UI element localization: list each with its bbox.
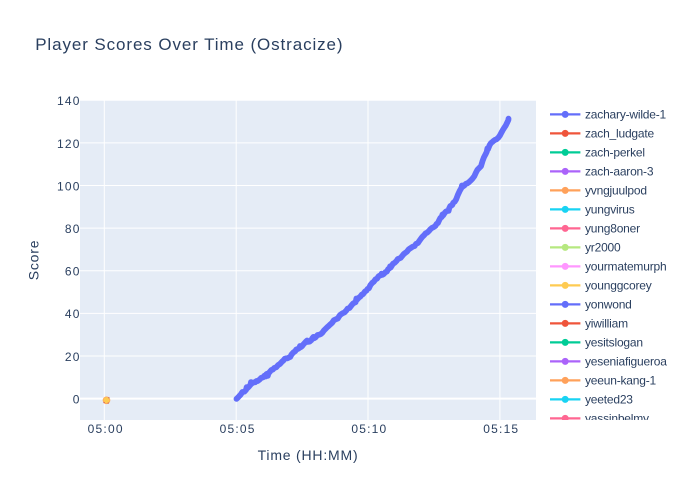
svg-text:yiwilliam: yiwilliam bbox=[585, 317, 628, 331]
svg-text:05:10: 05:10 bbox=[351, 422, 387, 436]
svg-text:yesitslogan: yesitslogan bbox=[585, 336, 643, 350]
svg-text:120: 120 bbox=[57, 137, 81, 151]
svg-text:20: 20 bbox=[65, 350, 81, 364]
svg-text:yeeted23: yeeted23 bbox=[585, 393, 633, 407]
svg-text:Score: Score bbox=[26, 240, 42, 281]
svg-text:100: 100 bbox=[57, 179, 81, 193]
svg-text:Time (HH:MM): Time (HH:MM) bbox=[258, 447, 359, 463]
svg-text:yonwond: yonwond bbox=[585, 298, 632, 312]
svg-text:80: 80 bbox=[65, 222, 81, 236]
svg-text:40: 40 bbox=[65, 307, 81, 321]
svg-text:140: 140 bbox=[57, 94, 81, 108]
svg-text:Player Scores Over Time (Ostra: Player Scores Over Time (Ostracize) bbox=[35, 35, 343, 54]
svg-text:05:00: 05:00 bbox=[88, 422, 124, 436]
svg-text:60: 60 bbox=[65, 265, 81, 279]
svg-text:05:15: 05:15 bbox=[483, 422, 519, 436]
svg-text:05:05: 05:05 bbox=[220, 422, 256, 436]
svg-text:yungvirus: yungvirus bbox=[585, 203, 635, 217]
svg-text:yvngjuulpod: yvngjuulpod bbox=[585, 184, 647, 198]
svg-text:0: 0 bbox=[73, 393, 81, 407]
svg-text:zach-aaron-3: zach-aaron-3 bbox=[585, 165, 654, 179]
svg-text:zach_ludgate: zach_ludgate bbox=[585, 127, 655, 141]
svg-text:yourmatemurph: yourmatemurph bbox=[585, 260, 666, 274]
svg-text:yeseniafigueroa: yeseniafigueroa bbox=[585, 355, 667, 369]
svg-text:yung8oner: yung8oner bbox=[585, 222, 640, 236]
svg-text:yassinbelmy: yassinbelmy bbox=[585, 412, 649, 426]
svg-text:yr2000: yr2000 bbox=[585, 241, 621, 255]
svg-text:younggcorey: younggcorey bbox=[585, 279, 652, 293]
svg-text:zach-perkel: zach-perkel bbox=[585, 146, 645, 160]
svg-text:yeeun-kang-1: yeeun-kang-1 bbox=[585, 374, 657, 388]
svg-text:zachary-wilde-1: zachary-wilde-1 bbox=[585, 108, 667, 122]
